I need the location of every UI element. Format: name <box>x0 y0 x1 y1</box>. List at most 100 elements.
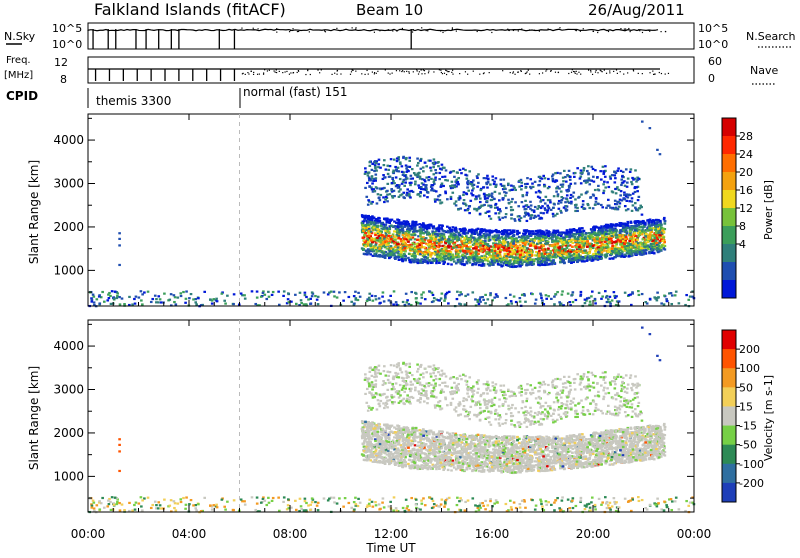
power-cell <box>467 293 470 295</box>
power-cell <box>441 293 444 295</box>
nave-dot <box>263 74 264 75</box>
power-cell <box>567 293 570 295</box>
beam-title: Beam 10 <box>356 1 423 19</box>
nave-dot <box>351 71 352 72</box>
nave-dot <box>401 71 402 72</box>
nave-dot <box>276 72 277 73</box>
power-cell <box>353 295 356 297</box>
power-cell <box>256 297 259 299</box>
nave-dot <box>613 71 614 72</box>
nave-dot <box>659 72 660 73</box>
power-cell <box>416 239 419 241</box>
nave-dot <box>597 72 598 73</box>
power-cell <box>300 299 303 301</box>
power-cell <box>595 253 598 255</box>
power-cell <box>173 294 176 296</box>
power-cell <box>265 298 268 300</box>
power-cell <box>581 227 584 229</box>
noise-left-tick-top: 10^5 <box>52 22 82 35</box>
power-cell <box>630 222 633 224</box>
nave-dot <box>279 71 280 72</box>
power-cell <box>542 231 545 233</box>
power-cell <box>584 299 587 301</box>
nave-dot <box>269 70 270 71</box>
nave-dot <box>668 73 669 74</box>
nave-dot <box>502 70 503 71</box>
power-cell <box>317 296 320 298</box>
nave-dot <box>372 71 373 72</box>
power-cell <box>553 303 556 305</box>
power-cell <box>355 297 358 299</box>
power-cell <box>282 295 285 297</box>
power-cell <box>649 298 652 300</box>
power-cell <box>481 296 484 298</box>
power-cell <box>98 294 101 296</box>
nave-dot <box>377 71 378 72</box>
power-cell <box>405 293 408 295</box>
power-cell <box>418 244 421 246</box>
power-cell <box>226 295 229 297</box>
power-cell <box>184 302 187 304</box>
power-cell <box>424 261 427 263</box>
power-cell <box>115 297 118 299</box>
power-cell <box>98 302 101 304</box>
power-cell <box>469 261 472 263</box>
power-cell <box>510 303 513 305</box>
noise-search-dot <box>580 31 581 32</box>
power-cell <box>433 242 436 244</box>
noise-search-dot <box>513 30 514 31</box>
nave-dot <box>424 73 425 74</box>
power-cell <box>160 301 163 303</box>
nave-dot <box>276 69 277 70</box>
power-cell <box>664 220 667 222</box>
power-cell <box>455 256 458 258</box>
power-cell <box>371 295 374 297</box>
power-cell <box>575 299 578 301</box>
power-cell <box>402 301 405 303</box>
power-cell <box>223 300 226 302</box>
noise-traces <box>88 27 666 49</box>
power-cell <box>336 296 339 298</box>
nave-dot <box>609 70 610 71</box>
nave-dot <box>331 74 332 75</box>
noise-left-label: N.Sky <box>4 30 36 43</box>
nave-dot <box>376 73 377 74</box>
nave-dot <box>479 74 480 75</box>
power-cell <box>446 226 449 228</box>
power-cell <box>590 295 593 297</box>
power-cell <box>155 298 158 300</box>
power-cell <box>111 290 114 292</box>
power-cell <box>384 246 387 248</box>
power-cell <box>497 263 500 265</box>
power-cell <box>624 241 627 243</box>
power-cell <box>670 303 673 305</box>
power-cell <box>157 295 160 297</box>
power-cell <box>621 255 624 257</box>
power-cell <box>545 298 548 300</box>
power-cell <box>119 303 122 305</box>
power-cell <box>134 303 137 305</box>
nave-dot <box>245 74 246 75</box>
nave-dot <box>247 72 248 73</box>
nave-dot <box>627 72 628 73</box>
station-title: Falkland Islands (fitACF) <box>94 0 286 19</box>
power-cell <box>606 301 609 303</box>
power-cell <box>562 259 565 261</box>
power-cell <box>353 302 356 304</box>
power-cell <box>244 298 247 300</box>
power-cell <box>675 291 678 293</box>
noise-search-dot <box>660 31 661 32</box>
nave-dot <box>413 71 414 72</box>
nave-dot <box>525 73 526 74</box>
power-cell <box>372 300 375 302</box>
power-cell <box>558 301 561 303</box>
power-cell <box>123 303 126 305</box>
power-cell <box>141 293 144 295</box>
noise-search-dot <box>638 29 639 30</box>
noise-search-dot <box>534 30 535 31</box>
power-cell <box>118 296 121 298</box>
power-cell <box>393 290 396 292</box>
nave-dot <box>404 71 405 72</box>
power-cell <box>368 293 371 295</box>
